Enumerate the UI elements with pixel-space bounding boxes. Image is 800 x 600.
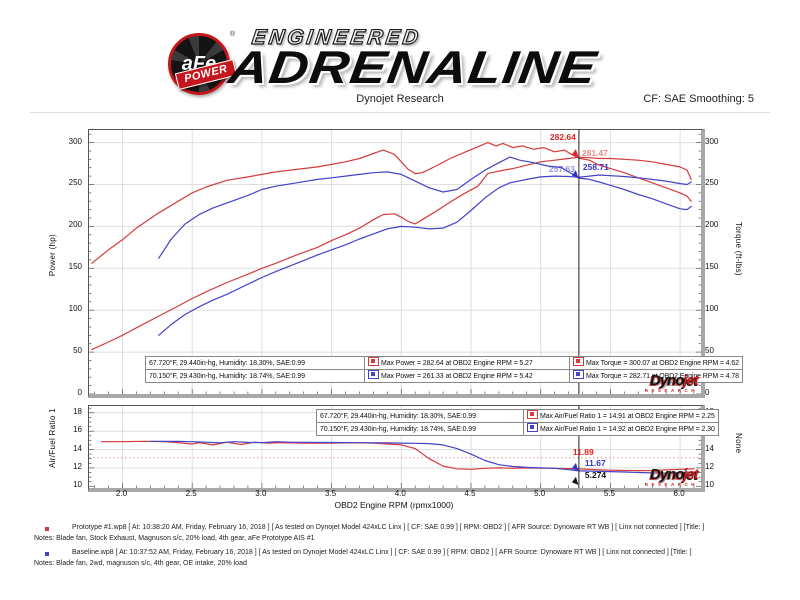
max-afr-cell: Max Air/Fuel Ratio 1 = 14.92 at OBD2 Eng…	[523, 422, 719, 436]
max-afr-value: Max Air/Fuel Ratio 1 = 14.92 at OBD2 Eng…	[540, 426, 715, 433]
series-swatch-blue-icon	[527, 423, 538, 432]
tick-label: 0	[705, 388, 710, 397]
tick-label: 4.0	[394, 489, 406, 498]
tick-label: 50	[73, 346, 82, 356]
max-torque-value: Max Torque = 282.71 at OBD2 Engine RPM =…	[586, 373, 739, 380]
tick-label: 100	[68, 304, 82, 314]
tick-label: 18	[73, 406, 82, 416]
dynojet-word: Dyno	[649, 466, 684, 483]
tick-label: 6.0	[673, 489, 685, 498]
afr-right-axis-title: None	[734, 433, 743, 454]
page-title: Dynojet Research	[356, 93, 444, 105]
series-swatch-blue-icon	[573, 370, 584, 379]
tick-label: 10	[73, 480, 82, 490]
max-torque-value: Max Torque = 300.07 at OBD2 Engine RPM =…	[586, 360, 739, 367]
dynojet-logo: Dynojet RESEARCH	[614, 466, 699, 487]
tick-label: 12	[73, 461, 82, 471]
tick-label: 150	[68, 262, 82, 272]
power-torque-chart-panel	[88, 129, 705, 398]
cursor-value-red-afr: 11.89	[572, 446, 594, 457]
run-file-line: Prototype #1.wp8 [ At: 10:38:20 AM, Frid…	[72, 524, 705, 531]
dynojet-logo: Dynojet RESEARCH	[614, 372, 699, 393]
dynojet-sub: RESEARCH	[644, 388, 698, 393]
afr-plot[interactable]	[89, 406, 701, 488]
header-divider	[30, 112, 770, 113]
cursor-value-blue-afr: 11.67	[584, 457, 606, 468]
max-power-value: Max Power = 282.64 at OBD2 Engine RPM = …	[381, 360, 533, 367]
x-axis-title: OBD2 Engine RPM (rpmx1000)	[334, 500, 454, 510]
run-conditions: 67.720°F, 29.440in-hg, Humidity: 18.30%,…	[316, 409, 524, 423]
run-notes-line: Notes: Blade fan, Stock Exhaust, Magnuso…	[34, 535, 315, 542]
tick-label: 12	[705, 461, 714, 471]
tick-label: 300	[68, 136, 82, 146]
series-swatch-blue-icon	[368, 370, 379, 379]
note-bullet-red	[45, 527, 49, 531]
tick-label: 100	[705, 304, 719, 314]
afr-axis-title: Air/Fuel Ratio 1	[48, 408, 57, 468]
legend-row-baseline: 70.150°F, 29.430in-hg, Humidity: 18.74%,…	[316, 422, 719, 436]
series-swatch-red-icon	[573, 357, 584, 366]
run-conditions: 67.720°F, 29.440in-hg, Humidity: 18.30%,…	[145, 356, 365, 370]
run-notes-line: Notes: Blade fan, 2wd, magnuson s/c, 4th…	[34, 560, 247, 567]
tick-label: 250	[68, 178, 82, 188]
tick-label: 200	[705, 220, 719, 230]
max-afr-cell: Max Air/Fuel Ratio 1 = 14.91 at OBD2 Eng…	[523, 409, 719, 423]
max-torque-cell: Max Torque = 300.07 at OBD2 Engine RPM =…	[569, 356, 743, 370]
tick-label: 3.0	[255, 489, 267, 498]
max-power-cell: Max Power = 282.64 at OBD2 Engine RPM = …	[364, 356, 570, 370]
cursor-value-blue-power: 258.71	[582, 162, 609, 173]
tick-label: 5.0	[534, 489, 546, 498]
tick-label: 14	[705, 443, 714, 453]
note-bullet-blue	[45, 552, 49, 556]
tick-label: 2.5	[185, 489, 197, 498]
tick-label: 50	[705, 346, 714, 356]
max-power-cell: Max Power = 261.33 at OBD2 Engine RPM = …	[364, 369, 570, 383]
max-torque-cell: Max Torque = 282.71 at OBD2 Engine RPM =…	[569, 369, 743, 383]
tick-label: 0	[77, 388, 82, 397]
dynojet-word: Dyno	[649, 372, 684, 389]
tick-label: 200	[68, 220, 82, 230]
run-conditions: 70.150°F, 29.430in-hg, Humidity: 18.74%,…	[316, 422, 524, 436]
cursor-value-red-power: 282.64	[549, 132, 576, 143]
tick-label: 3.5	[325, 489, 337, 498]
tick-label: 150	[705, 262, 719, 272]
cursor-rpm-value: 5.274	[584, 470, 607, 480]
cursor-value-blue-torque: 257.63	[548, 164, 575, 175]
max-power-value: Max Power = 261.33 at OBD2 Engine RPM = …	[381, 373, 533, 380]
dynojet-sub: RESEARCH	[644, 482, 698, 487]
max-afr-value: Max Air/Fuel Ratio 1 = 14.91 at OBD2 Eng…	[540, 413, 715, 420]
registered-mark: ®	[230, 31, 236, 38]
power-torque-plot[interactable]	[89, 130, 701, 394]
tick-label: 16	[73, 425, 82, 435]
series-swatch-red-icon	[527, 410, 538, 419]
tick-label: 5.5	[603, 489, 615, 498]
run-conditions: 70.150°F, 29.430in-hg, Humidity: 18.74%,…	[145, 369, 365, 383]
tick-label: 300	[705, 136, 719, 146]
adrenaline-wordmark: ADRENALINE	[225, 41, 601, 93]
legend-row-prototype: 67.720°F, 29.440in-hg, Humidity: 18.30%,…	[316, 409, 719, 423]
legend-row-prototype: 67.720°F, 29.440in-hg, Humidity: 18.30%,…	[145, 356, 743, 370]
torque-axis-title: Torque (ft-lbs)	[734, 222, 743, 276]
afr-chart-legend: 67.720°F, 29.440in-hg, Humidity: 18.30%,…	[316, 409, 719, 436]
tick-label: 14	[73, 443, 82, 453]
legend-row-baseline: 70.150°F, 29.430in-hg, Humidity: 18.74%,…	[145, 369, 743, 383]
tick-label: 10	[705, 480, 714, 490]
series-swatch-red-icon	[368, 357, 379, 366]
power-chart-legend: 67.720°F, 29.440in-hg, Humidity: 18.30%,…	[145, 356, 743, 383]
tick-label: 2.0	[115, 489, 128, 498]
cursor-value-red-torque: 281.47	[581, 148, 608, 159]
run-file-line: Baseline.wp8 [ At: 10:37:52 AM, Friday, …	[72, 549, 692, 556]
smoothing-setting: CF: SAE Smoothing: 5	[643, 93, 754, 105]
tick-label: 250	[705, 178, 719, 188]
tick-label: 4.5	[464, 489, 476, 498]
